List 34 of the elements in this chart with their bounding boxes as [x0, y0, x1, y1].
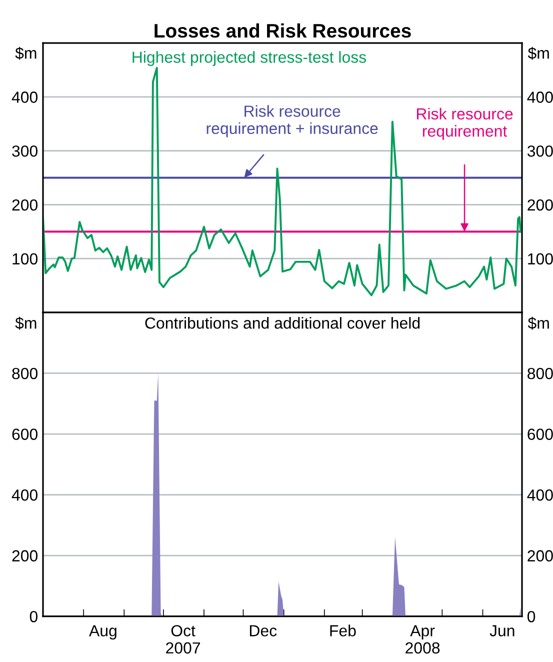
y2-axis-title: $m — [528, 316, 549, 330]
y2-tick-label: 200 — [528, 199, 553, 211]
x-tick-label: Jun — [490, 625, 514, 636]
y-tick-label: 400 — [12, 92, 38, 103]
y2-tick-label: 300 — [527, 145, 553, 157]
x-tick-label: Feb — [330, 624, 356, 636]
y2-tick-label: 400 — [527, 489, 553, 501]
y2-axis-title: $m — [528, 46, 549, 60]
series-label: Highest projected stress-test loss — [132, 51, 366, 66]
line-series — [43, 66, 522, 296]
y2-tick-label: 600 — [528, 428, 553, 440]
ref-line-label: Risk resource requirement — [417, 108, 513, 140]
y-tick-label: 400 — [12, 489, 38, 501]
y2-tick-label: 800 — [528, 368, 553, 380]
x-tick-label: Apr 2008 — [406, 625, 440, 654]
y-axis-title: $m — [15, 316, 36, 330]
x-tick-label: Aug — [89, 625, 116, 640]
y-tick-label: 100 — [12, 253, 38, 265]
y-tick-label: 200 — [12, 199, 38, 211]
x-tick-label: Oct 2007 — [166, 625, 200, 654]
chart-title: Losses and Risk Resources — [154, 23, 411, 38]
y2-tick-label: 0 — [527, 610, 536, 622]
ref-line-label: Risk resource requirement + insurance — [206, 105, 378, 138]
y2-tick-label: 200 — [528, 550, 553, 562]
y-tick-label: 800 — [12, 368, 38, 380]
y-axis-title: $m — [15, 46, 36, 60]
y-tick-label: 0 — [30, 610, 38, 622]
x-tick-label: Dec — [250, 625, 277, 636]
y-tick-label: 600 — [12, 428, 38, 440]
y-tick-label: 200 — [12, 550, 38, 562]
y-tick-label: 300 — [12, 145, 38, 157]
chart-title: Contributions and additional cover held — [145, 317, 420, 329]
y2-tick-label: 100 — [528, 253, 553, 265]
y2-tick-label: 400 — [527, 92, 553, 103]
